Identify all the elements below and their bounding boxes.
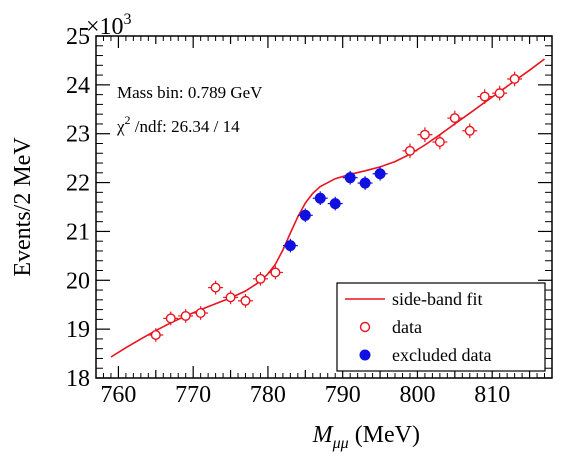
x-tick-label: 800: [399, 382, 435, 408]
data-point: [267, 265, 283, 280]
y-tick-label: 19: [66, 317, 90, 343]
excluded-marker: [374, 168, 386, 180]
y-tick-label: 21: [66, 219, 90, 245]
data-point: [178, 309, 194, 323]
excluded-data-point: [357, 176, 373, 190]
data-marker: [464, 125, 475, 136]
data-marker: [270, 267, 281, 278]
x-tick-label: 760: [100, 382, 136, 408]
data-marker: [255, 273, 266, 284]
excluded-data-point: [327, 196, 343, 211]
y-tick-label: 20: [66, 268, 90, 294]
chi2-label: χ2 /ndf: 26.34 / 14: [116, 113, 240, 136]
y-tick-label: 23: [66, 122, 90, 148]
data-marker: [210, 282, 221, 293]
data-point: [492, 85, 508, 101]
data-marker: [509, 73, 520, 84]
data-marker: [449, 113, 460, 124]
excluded-marker: [299, 209, 311, 221]
data-marker: [195, 308, 206, 319]
data-marker: [434, 137, 445, 148]
data-marker: [165, 313, 176, 324]
data-marker: [225, 292, 236, 303]
data-marker: [240, 295, 251, 306]
data-point: [223, 290, 239, 305]
legend: side-band fit data excluded data: [336, 282, 546, 372]
data-point: [193, 306, 209, 320]
legend-excluded-swatch: [359, 349, 371, 361]
plot-frame: [95, 35, 553, 379]
excluded-data-point: [297, 208, 313, 223]
x-tick-label: 810: [474, 382, 510, 408]
legend-excluded-label: excluded data: [392, 345, 491, 365]
data-point: [402, 143, 418, 159]
legend-box: [336, 282, 546, 372]
x-tick-label: 790: [325, 382, 361, 408]
data-point: [417, 127, 433, 143]
data-point: [208, 280, 224, 295]
excluded-marker: [314, 192, 326, 204]
data-point: [462, 123, 478, 139]
legend-fit-label: side-band fit: [392, 289, 482, 309]
legend-data-label: data: [392, 317, 422, 337]
y-axis-title: Events/2 MeV: [10, 137, 36, 277]
excluded-data-points: [282, 166, 388, 253]
excluded-data-point: [312, 191, 328, 206]
excluded-data-point: [342, 170, 358, 185]
data-marker: [479, 91, 490, 102]
x-tick-label: 780: [250, 382, 286, 408]
data-point: [432, 134, 448, 150]
data-point: [477, 89, 493, 104]
excluded-marker: [284, 240, 296, 252]
excluded-data-point: [282, 238, 298, 253]
data-marker: [419, 129, 430, 140]
y-tick-label: 18: [66, 366, 90, 392]
data-point: [447, 110, 463, 126]
data-point: [507, 71, 523, 87]
data-marker: [180, 310, 191, 321]
mass-bin-label: Mass bin: 0.789 GeV: [117, 83, 263, 102]
data-marker: [150, 330, 161, 341]
excluded-marker: [329, 198, 341, 210]
excluded-marker: [359, 177, 371, 189]
excluded-data-point: [372, 166, 388, 181]
x-axis: 760 770 780 790 800 810: [95, 36, 553, 408]
y-tick-label: 22: [66, 171, 90, 197]
data-point: [238, 293, 253, 308]
y-tick-label: 25: [66, 24, 90, 50]
data-marker: [404, 145, 415, 156]
data-marker: [494, 88, 505, 99]
data-point: [148, 328, 164, 342]
y-tick-label: 24: [66, 73, 90, 99]
x-axis-title: Mμμ (MeV): [312, 422, 420, 452]
data-point: [252, 271, 268, 286]
x-tick-label: 770: [175, 382, 211, 408]
excluded-marker: [344, 172, 356, 184]
data-points: [148, 71, 523, 342]
legend-data-swatch: [359, 321, 371, 333]
data-point: [163, 311, 179, 326]
y-axis: 18 19 20 21 22 23 24 25: [66, 24, 552, 392]
